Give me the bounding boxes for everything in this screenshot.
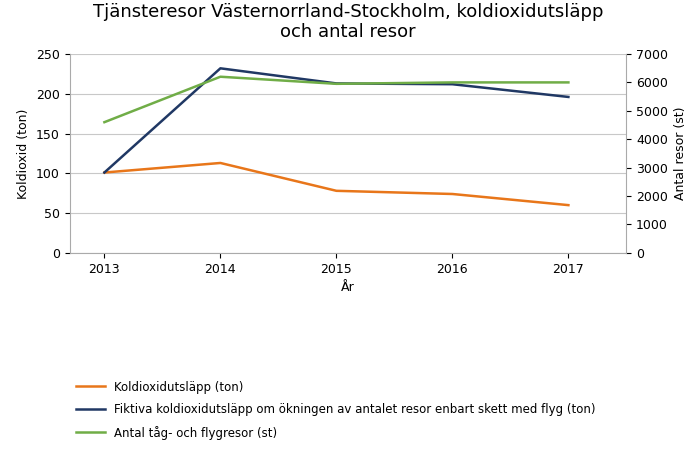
Koldioxidutsläpp (ton): [332, 188, 340, 194]
Line: Koldioxidutsläpp (ton): Koldioxidutsläpp (ton): [104, 163, 569, 205]
Antal tåg- och flygresor (st): [216, 74, 225, 80]
Antal tåg- och flygresor (st): [100, 120, 109, 125]
Antal tåg- och flygresor (st): [564, 80, 573, 85]
X-axis label: År: År: [341, 281, 355, 294]
Fiktiva koldioxidutsläpp om ökningen av antalet resor enbart skett med flyg (ton): [216, 66, 225, 71]
Koldioxidutsläpp (ton): [216, 160, 225, 166]
Line: Fiktiva koldioxidutsläpp om ökningen av antalet resor enbart skett med flyg (ton): Fiktiva koldioxidutsläpp om ökningen av …: [104, 68, 569, 172]
Y-axis label: Koldioxid (ton): Koldioxid (ton): [17, 108, 31, 198]
Fiktiva koldioxidutsläpp om ökningen av antalet resor enbart skett med flyg (ton): [448, 81, 457, 87]
Y-axis label: Antal resor (st): Antal resor (st): [674, 107, 687, 200]
Antal tåg- och flygresor (st): [332, 81, 340, 86]
Fiktiva koldioxidutsläpp om ökningen av antalet resor enbart skett med flyg (ton): [100, 170, 109, 175]
Fiktiva koldioxidutsläpp om ökningen av antalet resor enbart skett med flyg (ton): [564, 94, 573, 99]
Koldioxidutsläpp (ton): [448, 191, 457, 197]
Title: Tjänsteresor Västernorrland-Stockholm, koldioxidutsläpp
och antal resor: Tjänsteresor Västernorrland-Stockholm, k…: [93, 3, 603, 41]
Line: Antal tåg- och flygresor (st): Antal tåg- och flygresor (st): [104, 77, 569, 122]
Koldioxidutsläpp (ton): [100, 170, 109, 175]
Antal tåg- och flygresor (st): [448, 80, 457, 85]
Legend: Koldioxidutsläpp (ton), Fiktiva koldioxidutsläpp om ökningen av antalet resor en: Koldioxidutsläpp (ton), Fiktiva koldioxi…: [75, 381, 596, 440]
Koldioxidutsläpp (ton): [564, 202, 573, 208]
Fiktiva koldioxidutsläpp om ökningen av antalet resor enbart skett med flyg (ton): [332, 81, 340, 86]
